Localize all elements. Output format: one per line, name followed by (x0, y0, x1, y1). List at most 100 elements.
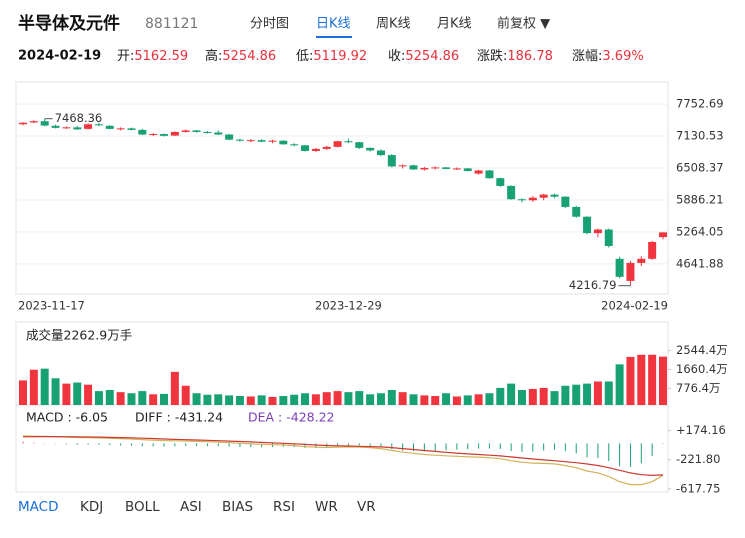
volume-bar (19, 380, 27, 405)
volume-bar (517, 390, 526, 405)
candle-body (127, 128, 136, 130)
period-tab[interactable]: 周K线 (376, 17, 411, 32)
volume-bar (442, 393, 451, 405)
volume-bar (463, 395, 472, 405)
indicator-tab[interactable]: BOLL (125, 499, 160, 515)
info-value: 3.69% (602, 49, 643, 64)
info-field: 涨跌:186.78 (477, 48, 553, 64)
candle-body (138, 129, 147, 135)
candle-body (29, 121, 38, 123)
volume-bar (149, 394, 158, 405)
candle-body (409, 165, 418, 170)
volume-bar (474, 394, 483, 405)
volume-bar (485, 393, 494, 405)
info-value: 5162.59 (134, 49, 188, 64)
stock-title: 半导体及元件 (18, 13, 120, 34)
volume-bar (40, 368, 49, 405)
volume-bar (311, 394, 320, 405)
volume-bar (268, 396, 277, 405)
volume-bar (84, 384, 93, 405)
indicator-tab[interactable]: BIAS (222, 499, 253, 515)
volume-bar (637, 354, 646, 405)
volume-bar (604, 381, 613, 405)
candle-body (659, 232, 667, 238)
indicator-tab[interactable]: MACD (18, 499, 58, 515)
y-tick-label: 6508.37 (676, 161, 724, 175)
volume-bar (181, 385, 190, 405)
candle-body (517, 199, 526, 201)
volume-bar (366, 394, 375, 405)
volume-bar (387, 390, 396, 405)
y-tick-label: -617.75 (676, 481, 720, 495)
candle-body (246, 140, 255, 142)
candle-body (496, 178, 505, 186)
y-tick-label: 5264.05 (676, 224, 724, 238)
annotation-label: 7468.36 (55, 111, 103, 125)
indicator-tab[interactable]: RSI (273, 499, 295, 515)
indicator-tab[interactable]: VR (357, 499, 376, 515)
candle-body (387, 155, 396, 167)
y-tick-label: 2544.4万 (676, 343, 728, 357)
volume-bar (225, 395, 234, 405)
volume-bar (105, 390, 114, 405)
y-tick-label: 4641.88 (676, 256, 724, 270)
candle-body (279, 140, 288, 145)
candle-body (615, 258, 624, 277)
indicator-legend: MACD : -6.05 (26, 410, 108, 425)
candle-body (73, 127, 82, 130)
volume-bar (301, 393, 310, 405)
candle-body (290, 144, 299, 146)
x-tick-label: 2023-12-29 (315, 299, 382, 313)
volume-bar (593, 381, 602, 405)
volume-bar (572, 384, 581, 405)
volume-bar (322, 392, 331, 405)
volume-bar (528, 388, 537, 405)
period-tab[interactable]: 分时图 (250, 17, 289, 32)
info-value: 5254.86 (405, 49, 459, 64)
candle-body (160, 134, 169, 136)
volume-title: 成交量2262.9万手 (26, 328, 132, 343)
candle-body (333, 141, 342, 147)
info-label: 收: (388, 49, 405, 64)
candle-body (539, 194, 548, 198)
volume-bar (648, 354, 657, 405)
candle-body (170, 131, 179, 136)
volume-bar (333, 391, 342, 405)
info-label: 涨幅: (572, 49, 602, 64)
volume-bar (398, 392, 407, 405)
x-tick-label: 2023-11-17 (18, 299, 85, 313)
indicator-tab[interactable]: WR (315, 499, 338, 515)
volume-bar (203, 394, 212, 405)
volume-bar (138, 391, 147, 405)
x-tick-label: 2024-02-19 (601, 299, 668, 313)
candle-body (235, 139, 244, 141)
macd-line (22, 436, 664, 477)
volume-bar (344, 392, 353, 405)
candle-body (301, 145, 310, 151)
candle-body (257, 140, 266, 142)
candle-body (452, 168, 461, 170)
candle-body (116, 128, 125, 130)
volume-bar (279, 396, 288, 405)
indicator-tab[interactable]: ASI (180, 499, 202, 515)
candle-body (376, 150, 385, 156)
volume-bar (496, 387, 505, 405)
volume-bar (160, 393, 169, 405)
info-field: 涨幅:3.69% (572, 49, 644, 64)
indicator-legend: DIFF : -431.24 (135, 410, 223, 425)
volume-bar (116, 392, 125, 405)
volume-bar (192, 393, 201, 405)
candle-body (214, 132, 223, 135)
volume-bar (246, 396, 255, 405)
info-label: 涨跌: (477, 48, 507, 64)
info-label: 高: (205, 48, 222, 64)
period-tab[interactable]: 前复权 ▼ (497, 16, 550, 32)
period-tab[interactable]: 月K线 (437, 17, 472, 32)
volume-bar (539, 387, 548, 405)
volume-bar (507, 383, 516, 405)
y-tick-label: 5886.21 (676, 192, 724, 206)
y-tick-label: 7130.53 (676, 129, 724, 143)
period-tab[interactable]: 日K线 (316, 17, 351, 32)
indicator-tab[interactable]: KDJ (80, 499, 103, 515)
